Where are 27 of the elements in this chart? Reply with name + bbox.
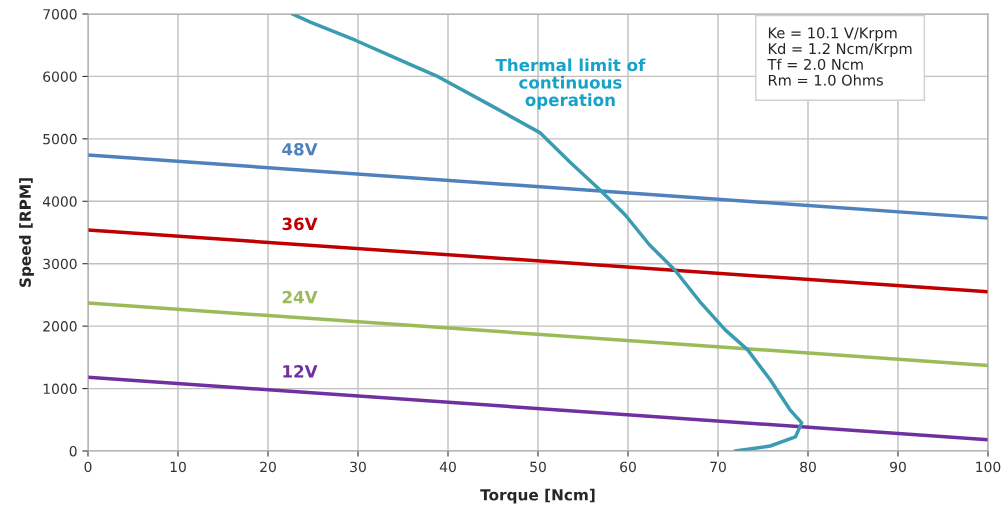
x-tick-label: 10 bbox=[170, 461, 186, 473]
series-label: 48V bbox=[282, 142, 318, 156]
series-label: 24V bbox=[282, 290, 318, 304]
x-tick-label: 50 bbox=[530, 461, 546, 473]
x-tick-label: 40 bbox=[439, 461, 456, 473]
x-tick-label: 70 bbox=[710, 461, 726, 473]
series-label: 36V bbox=[282, 217, 318, 231]
y-tick-label: 4000 bbox=[42, 196, 77, 207]
x-tick-label: 90 bbox=[890, 461, 906, 473]
x-tick-label: 100 bbox=[976, 461, 1001, 473]
y-axis-title: Speed [RPM] bbox=[19, 178, 34, 287]
y-tick-label: 6000 bbox=[43, 71, 77, 82]
y-tick-label: 7000 bbox=[43, 8, 77, 20]
x-tick-label: 20 bbox=[260, 461, 276, 473]
x-tick-label: 30 bbox=[350, 461, 366, 473]
y-tick-label: 0 bbox=[69, 445, 77, 457]
y-tick-label: 3000 bbox=[43, 258, 77, 270]
y-tick-label: 5000 bbox=[43, 133, 77, 145]
series-label: Thermal limit of continuous operation bbox=[495, 58, 646, 110]
x-axis-title: Torque [Ncm] bbox=[480, 488, 595, 504]
annotation: Ke = 10.1 V/Krpm Kd = 1.2 Ncm/Krpm Tf = 2.0 Ncm Rm = 1.0 Ohms bbox=[767, 27, 912, 86]
y-tick-label: 2000 bbox=[43, 321, 77, 332]
series-label: 12V bbox=[283, 365, 318, 378]
x-tick-label: 0 bbox=[84, 461, 92, 473]
x-tick-label: 80 bbox=[800, 461, 816, 473]
x-tick-label: 60 bbox=[620, 461, 636, 473]
y-tick-label: 1000 bbox=[43, 383, 77, 395]
